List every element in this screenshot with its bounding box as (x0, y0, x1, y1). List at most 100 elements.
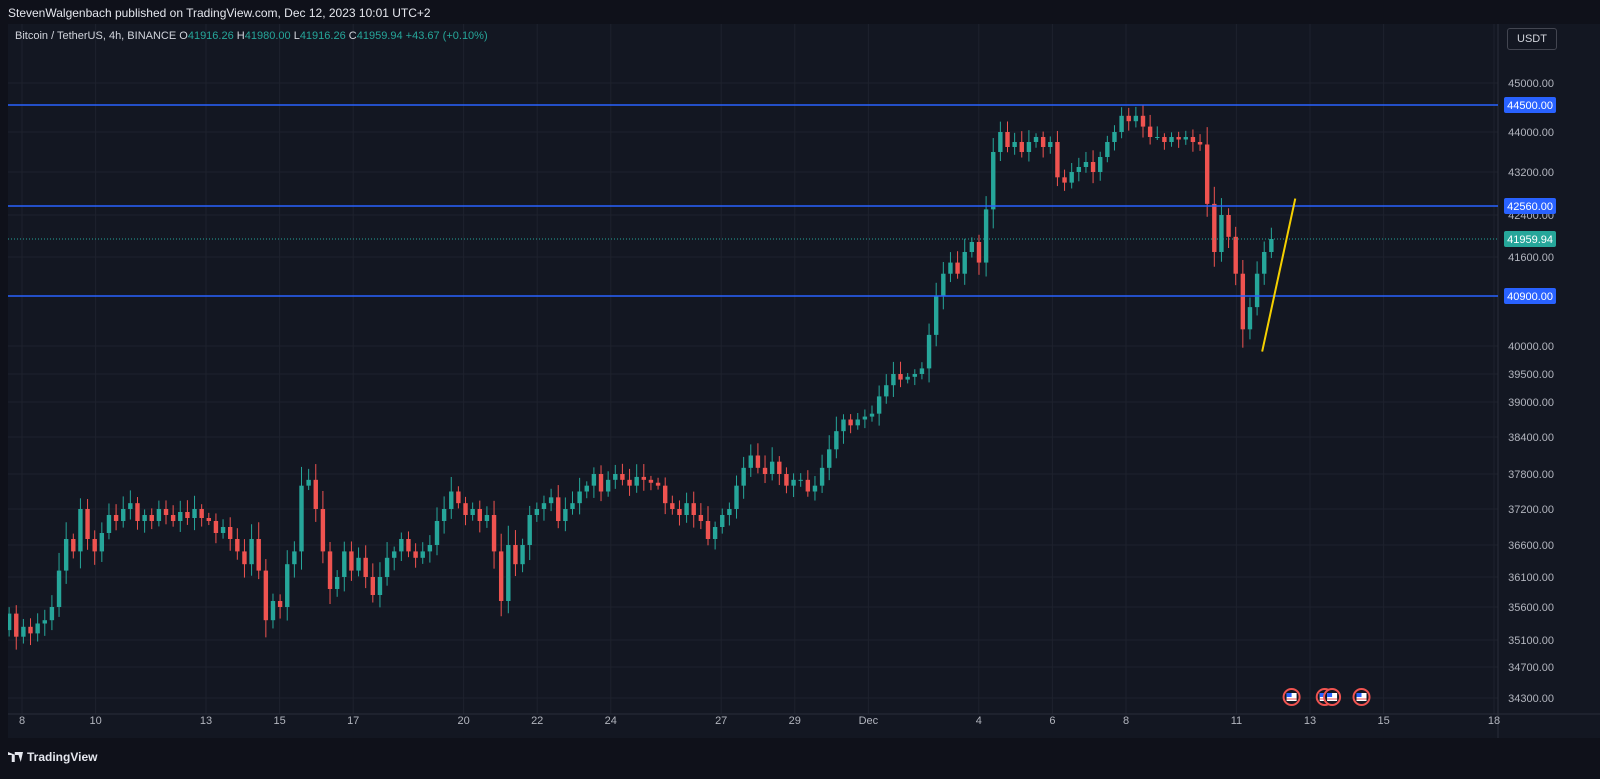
candle-body (784, 474, 789, 486)
candle-body (1204, 144, 1210, 204)
time-tick-label: 15 (1377, 715, 1389, 727)
currency-button[interactable]: USDT (1507, 28, 1557, 50)
candle-body (42, 620, 47, 624)
change-value: +43.67 (+0.10%) (405, 30, 488, 42)
symbol-name: Bitcoin / TetherUS, 4h, BINANCE (15, 30, 177, 42)
candle-body (1012, 142, 1017, 147)
candle-body (1226, 215, 1231, 237)
candle-body (798, 479, 803, 481)
candle-body (263, 570, 269, 621)
trendline[interactable] (1261, 198, 1297, 352)
candle-body (563, 509, 568, 521)
candle-body (128, 503, 133, 509)
candle-body (577, 491, 582, 504)
candle-body (534, 509, 540, 515)
candle-body (1197, 142, 1203, 145)
candle-body (1162, 137, 1167, 142)
time-tick-label: Dec (859, 715, 879, 727)
candle-body (292, 551, 297, 565)
candle-body (349, 551, 354, 571)
candle-body (620, 474, 625, 480)
candle-body (327, 551, 333, 589)
candle-body (1026, 142, 1032, 152)
candle-body (777, 461, 782, 474)
candle-body (1212, 203, 1217, 252)
publisher-bar: StevenWalgenbach published on TradingVie… (0, 0, 1600, 24)
candle-body (1090, 162, 1096, 172)
price-tick-label: 35600.00 (1508, 602, 1554, 614)
time-tick-label: 6 (1049, 715, 1055, 727)
candle-body (285, 564, 290, 607)
candle-body (755, 455, 761, 468)
candle-body (1112, 132, 1117, 142)
candle-body (884, 385, 889, 397)
candle-body (399, 539, 404, 552)
candle-body (71, 539, 76, 552)
candle-body (933, 296, 939, 335)
chart-panel[interactable]: 45000.00 44000.00 43200.00 42400.00 41600.00… (8, 24, 1600, 738)
candle-body (634, 476, 639, 486)
candle-body (983, 209, 989, 263)
candle-body (762, 467, 768, 474)
candle-body (1119, 115, 1124, 132)
candle-body (135, 503, 140, 521)
price-tick-label: 35100.00 (1508, 635, 1554, 647)
candle-body (976, 242, 982, 263)
candle-body (598, 474, 604, 492)
candle-body (106, 515, 112, 533)
candle-body (912, 374, 917, 377)
tradingview-brand[interactable]: TradingView (8, 750, 97, 764)
candle-body (520, 545, 525, 565)
time-tick-label: 18 (1488, 715, 1500, 727)
candle-body (1254, 273, 1260, 308)
candle-body (1062, 177, 1067, 183)
candle-body (277, 601, 283, 607)
time-tick-label: 8 (19, 715, 25, 727)
level-price-label-bg (1504, 288, 1556, 304)
candle-body (527, 515, 532, 545)
candle-body (49, 607, 55, 621)
candle-body (548, 497, 554, 504)
candle-body (655, 482, 661, 486)
candlestick-chart[interactable]: 45000.0044000.0043200.0042400.0041600.00… (8, 24, 1600, 738)
time-tick-label: 27 (715, 715, 727, 727)
candle-body (220, 527, 226, 533)
brand-name: TradingView (27, 750, 98, 764)
candle-body (926, 334, 932, 369)
level-price-label: 44500.00 (1507, 100, 1553, 112)
candle-body (1262, 252, 1267, 274)
candle-body (591, 474, 597, 486)
time-tick-label: 17 (347, 715, 359, 727)
price-tick-label: 39000.00 (1508, 397, 1554, 409)
time-tick-label: 10 (89, 715, 101, 727)
high-label: H (236, 30, 245, 42)
time-tick-label: 29 (789, 715, 801, 727)
candle-body (791, 479, 796, 486)
candle-body (227, 527, 233, 539)
candle-body (63, 539, 69, 571)
time-tick-label: 8 (1123, 715, 1129, 727)
candle-body (56, 570, 62, 607)
last-price-label-bg (1504, 231, 1556, 248)
candle-body (1048, 142, 1053, 147)
us-flag-event-icon-canton (1319, 693, 1325, 697)
level-price-label: 40900.00 (1507, 291, 1553, 303)
price-tick-label: 45000.00 (1508, 78, 1554, 90)
candle-body (377, 577, 383, 595)
candle-body (955, 262, 960, 274)
candle-body (384, 557, 390, 577)
time-tick-label: 22 (531, 715, 543, 727)
candle-body (163, 509, 169, 515)
candle-body (306, 479, 311, 486)
candle-body (256, 539, 261, 571)
candle-body (805, 479, 811, 492)
price-tick-label: 36600.00 (1508, 540, 1554, 552)
us-flag-event-icon-canton (1327, 693, 1333, 697)
us-flag-event-icon-canton (1356, 693, 1362, 697)
candle-body (677, 509, 682, 515)
candle-body (1140, 115, 1146, 127)
candle-body (941, 273, 946, 296)
symbol-legend: Bitcoin / TetherUS, 4h, BINANCE O41916.2… (15, 30, 488, 42)
candle-body (92, 539, 97, 552)
candle-body (720, 515, 725, 527)
